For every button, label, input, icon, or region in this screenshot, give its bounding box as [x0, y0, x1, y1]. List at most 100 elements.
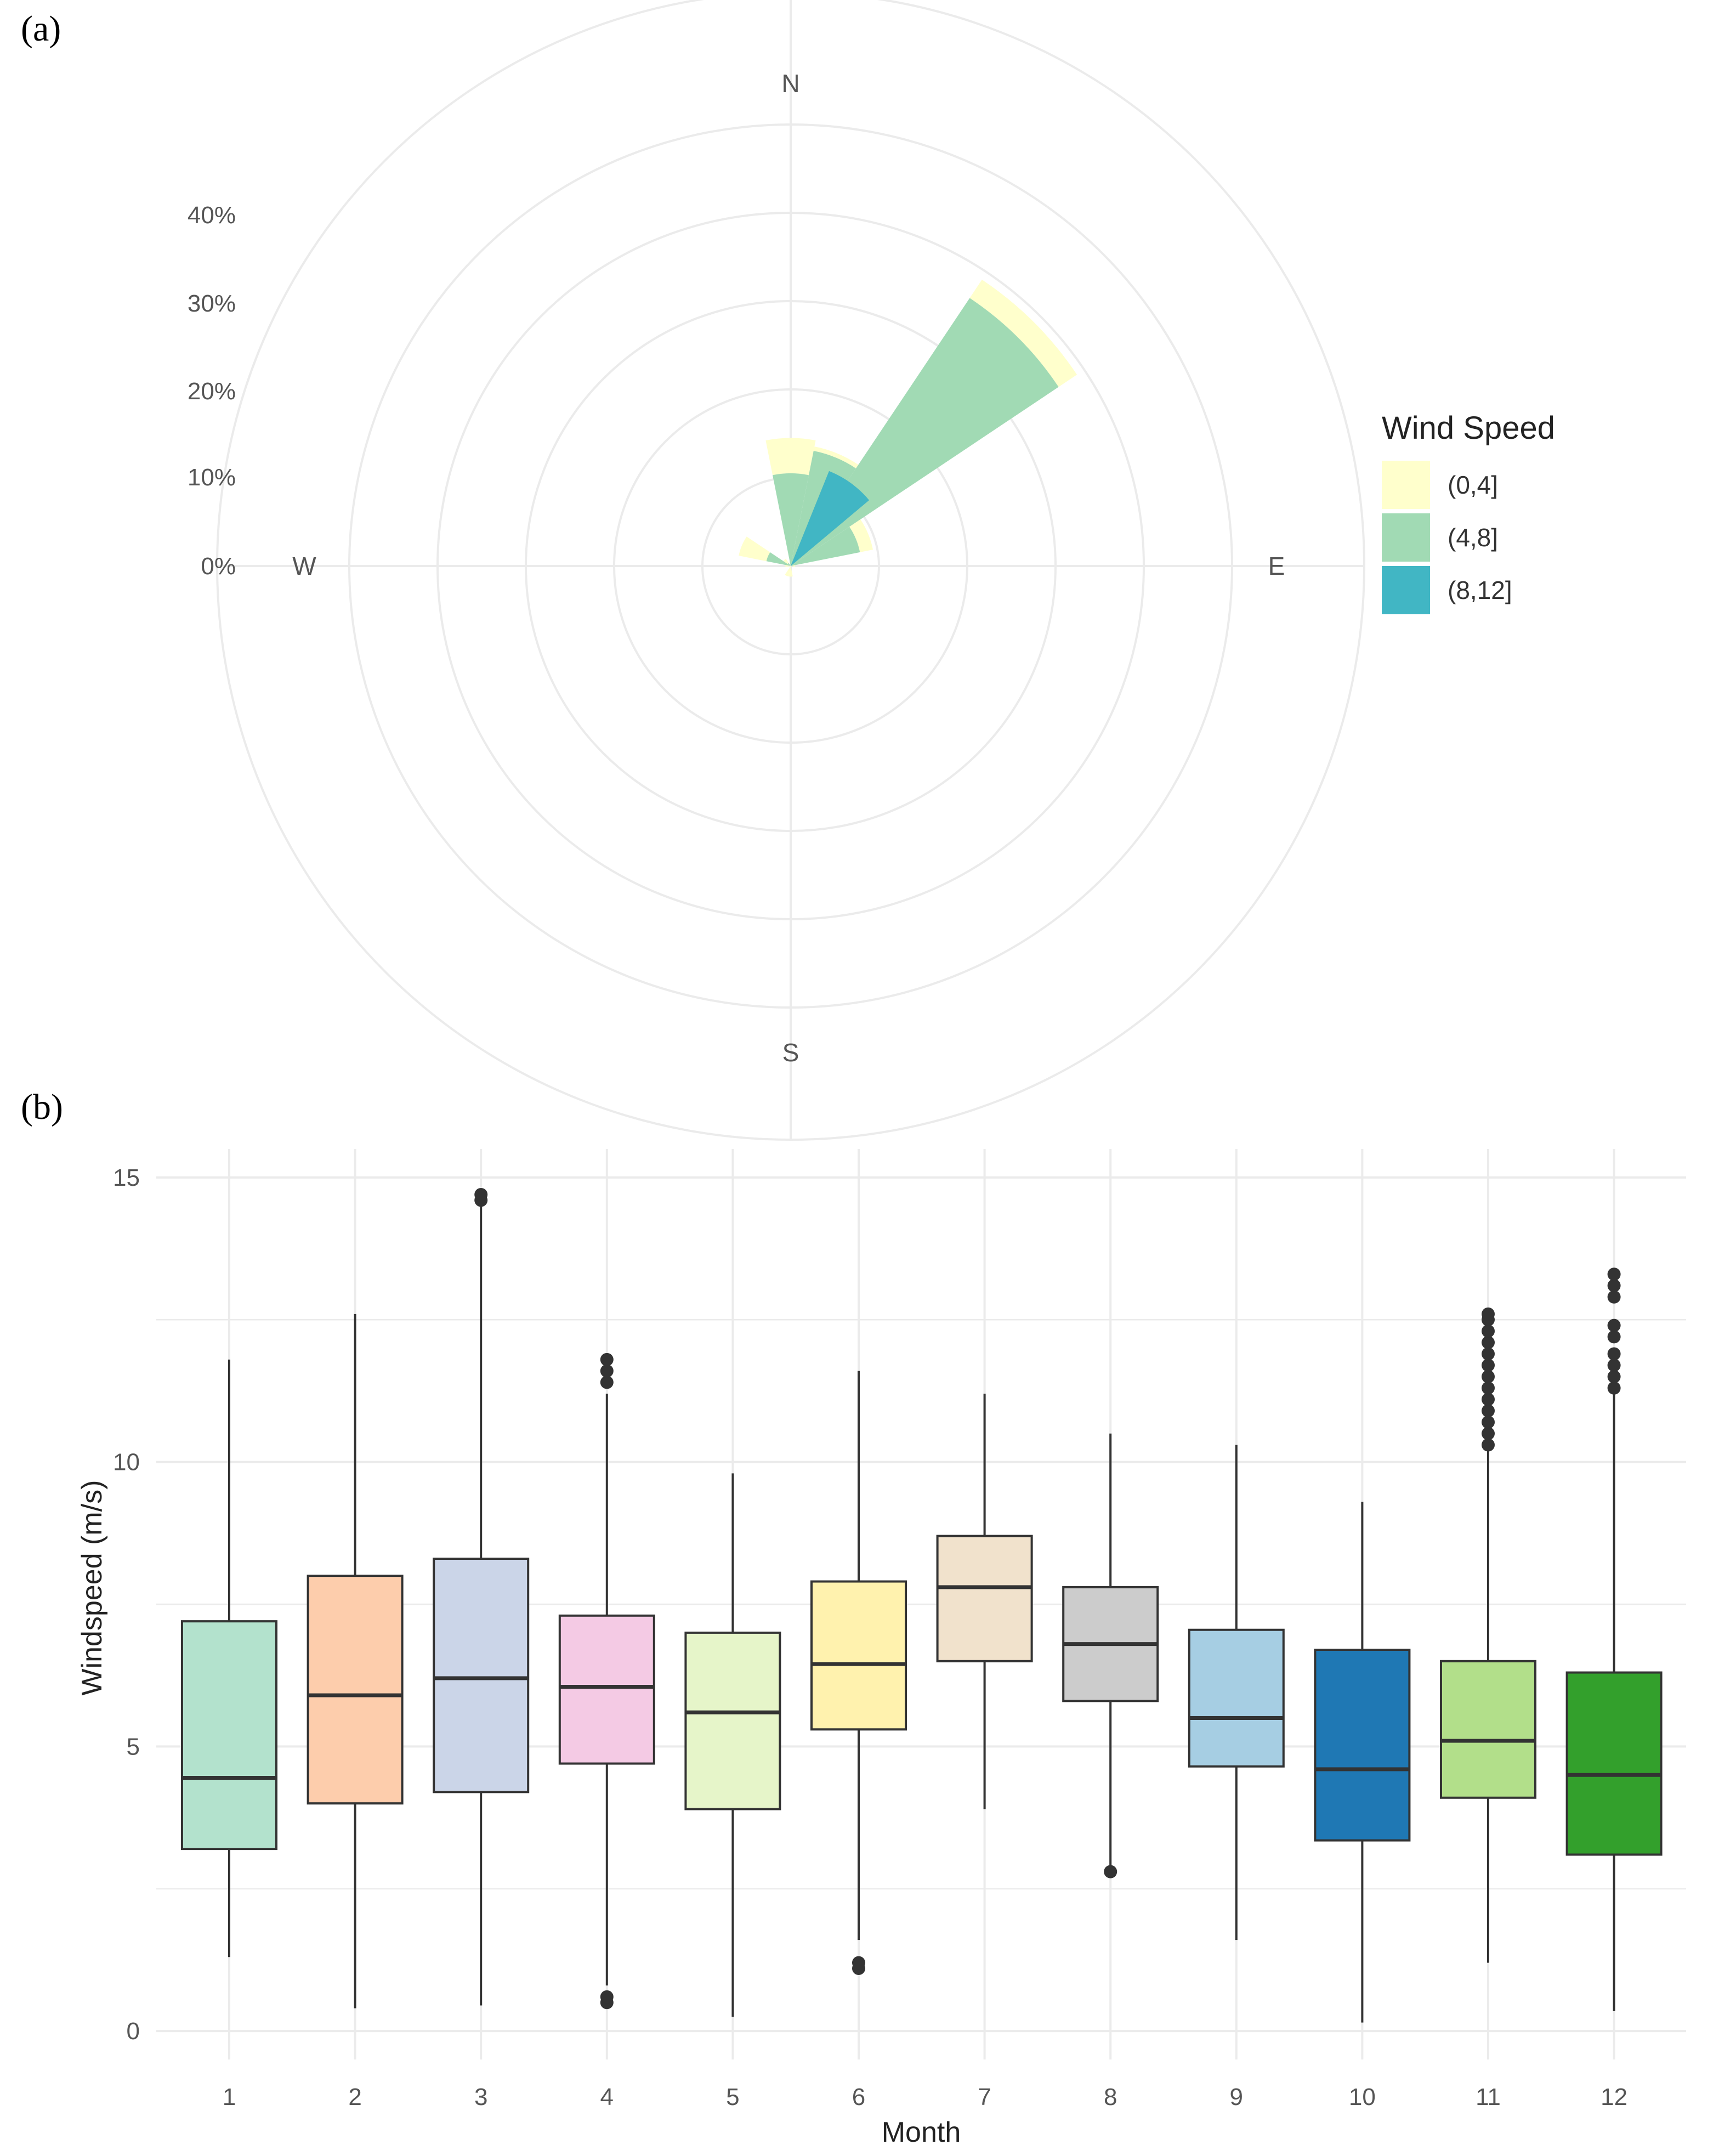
outlier-point — [1482, 1438, 1495, 1452]
box-month-2 — [307, 1314, 404, 2008]
x-tick-12: 12 — [1601, 2084, 1627, 2110]
y-tick-labels: 0 5 10 15 — [113, 1164, 140, 2045]
box-month-5 — [684, 1473, 781, 2017]
x-tick-7: 7 — [978, 2084, 991, 2110]
sector-0-4-315 — [783, 558, 789, 564]
outlier-point — [1607, 1347, 1621, 1361]
sector-0-4-90 — [792, 565, 796, 567]
outlier-point — [1607, 1370, 1621, 1383]
x-tick-8: 8 — [1104, 2084, 1117, 2110]
outlier-point — [1482, 1336, 1495, 1349]
legend-label-2: (8,12] — [1448, 576, 1512, 604]
box-iqr — [810, 1580, 907, 1731]
box-month-8 — [1062, 1433, 1159, 1878]
sector-0-4-292.5 — [739, 536, 770, 562]
legend-key-2 — [1382, 566, 1430, 614]
x-tick-9: 9 — [1230, 2084, 1243, 2110]
sector-0-4-202.5 — [785, 566, 791, 576]
box-iqr — [1565, 1671, 1663, 1856]
box-month-11 — [1440, 1307, 1536, 1963]
x-tick-10: 10 — [1349, 2084, 1376, 2110]
sector-8-12 — [791, 471, 870, 566]
sector-0-4-45 — [969, 279, 1077, 387]
sector-0-4-0 — [765, 438, 816, 476]
direction-label-E: E — [1268, 552, 1285, 580]
x-tick-6: 6 — [852, 2084, 865, 2110]
legend-title: Wind Speed — [1382, 410, 1555, 446]
x-tick-labels: 1 2 3 4 5 6 7 8 9 10 11 12 — [223, 2084, 1627, 2110]
radial-tick-3: 30% — [188, 290, 236, 317]
outlier-point — [1482, 1370, 1495, 1383]
boxplot-boxes — [181, 1188, 1663, 2023]
box-month-9 — [1188, 1445, 1285, 1940]
radial-tick-0: 0% — [201, 553, 236, 580]
legend-label-0: (0,4] — [1448, 471, 1498, 499]
outlier-point — [1607, 1330, 1621, 1344]
sector-4-8-67.5 — [791, 527, 860, 566]
direction-label-W: W — [292, 552, 316, 580]
x-tick-11: 11 — [1476, 2084, 1501, 2110]
outlier-point — [600, 1376, 614, 1389]
radial-tick-4: 40% — [188, 202, 236, 229]
box-iqr — [433, 1558, 530, 1793]
radial-tick-labels: 0% 10% 20% 30% 40% — [188, 202, 236, 580]
box-month-6 — [810, 1371, 907, 1975]
x-tick-1: 1 — [223, 2084, 236, 2110]
outlier-point — [1482, 1393, 1495, 1406]
x-tick-4: 4 — [600, 2084, 614, 2110]
legend-key-1 — [1382, 513, 1430, 562]
outlier-point — [1607, 1267, 1621, 1281]
box-month-7 — [936, 1394, 1033, 1809]
wind-rose-sectors — [739, 279, 1077, 577]
y-tick-5: 5 — [127, 1733, 140, 1760]
wind-speed-legend: Wind Speed (0,4] (4,8] (8,12] — [1382, 410, 1555, 614]
outlier-point — [1482, 1325, 1495, 1338]
box-iqr — [1188, 1628, 1285, 1768]
direction-labels: N E S W — [292, 69, 1285, 1067]
box-iqr — [1440, 1660, 1536, 1799]
box-month-10 — [1314, 1502, 1411, 2023]
legend-label-1: (4,8] — [1448, 523, 1498, 552]
x-tick-2: 2 — [348, 2084, 361, 2110]
panel-label-a: (a) — [21, 9, 61, 49]
sector-4-8-90 — [791, 565, 793, 567]
outlier-point — [1482, 1359, 1495, 1372]
outlier-point — [1482, 1307, 1495, 1321]
box-month-4 — [558, 1353, 655, 2010]
box-iqr — [558, 1614, 655, 1765]
outlier-point — [1482, 1416, 1495, 1429]
box-month-12 — [1565, 1267, 1663, 2011]
panel-label-b: (b) — [21, 1087, 63, 1127]
outlier-point — [1607, 1290, 1621, 1304]
outlier-point — [852, 1956, 865, 1970]
sector-4-8-0 — [773, 473, 809, 566]
outlier-point — [600, 1990, 614, 2004]
box-month-1 — [181, 1359, 277, 1957]
outlier-point — [474, 1188, 488, 1201]
outlier-point — [1482, 1427, 1495, 1440]
box-month-3 — [433, 1188, 530, 2006]
sector-4-8-315 — [787, 563, 791, 566]
sector-0-4-22.5 — [813, 446, 859, 468]
x-tick-3: 3 — [474, 2084, 487, 2110]
box-iqr — [684, 1631, 781, 1810]
sector-0-4-270 — [785, 565, 791, 567]
outlier-point — [1607, 1359, 1621, 1372]
direction-label-S: S — [782, 1038, 799, 1067]
sector-0-4-180 — [788, 566, 793, 577]
x-axis-title: Month — [882, 2117, 961, 2148]
outlier-point — [1607, 1319, 1621, 1332]
outlier-point — [600, 1353, 614, 1366]
radial-tick-1: 10% — [188, 464, 236, 491]
outlier-point — [1482, 1347, 1495, 1361]
y-tick-0: 0 — [127, 2018, 140, 2045]
wind-rose-panel: (a) 0% 10% 20% 30% 40% N E S W Wind Speed (0,4]… — [21, 0, 1555, 1141]
radial-tick-2: 20% — [188, 378, 236, 405]
wind-rose-grid — [216, 0, 1365, 1141]
outlier-point — [1104, 1865, 1117, 1878]
x-tick-5: 5 — [726, 2084, 739, 2110]
y-tick-10: 10 — [113, 1449, 140, 1476]
sector-4-8-292.5 — [766, 552, 791, 566]
